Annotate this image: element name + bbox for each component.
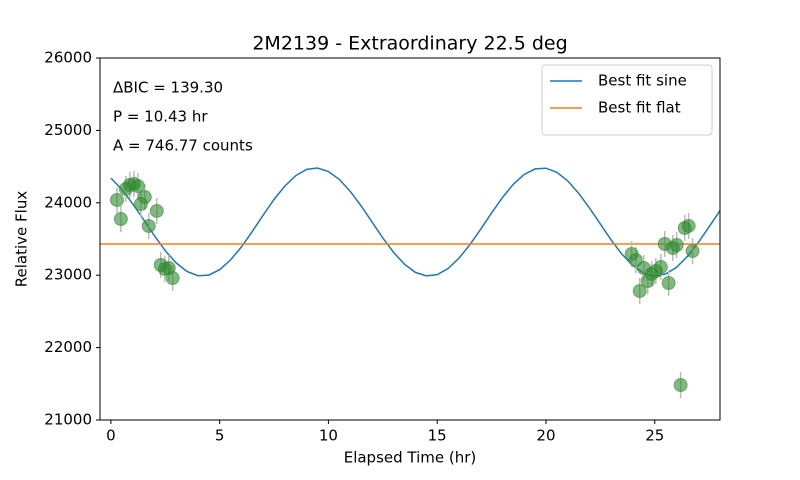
y-tick-label: 24000 [44, 193, 92, 211]
y-tick-label: 23000 [44, 266, 92, 284]
y-tick-label: 21000 [44, 411, 92, 429]
y-tick-label: 25000 [44, 121, 92, 139]
legend-label: Best fit sine [598, 72, 687, 90]
data-point [149, 203, 164, 218]
data-point [109, 192, 124, 207]
x-axis-label: Elapsed Time (hr) [344, 449, 477, 467]
data-point [130, 179, 145, 194]
data-point [681, 218, 696, 233]
y-axis-label: Relative Flux [13, 191, 31, 288]
legend-label: Best fit flat [598, 99, 681, 117]
legend-box [541, 64, 713, 136]
data-point [653, 260, 668, 275]
x-tick-label: 20 [536, 427, 555, 445]
plot-frame [99, 57, 721, 421]
annotation: A = 746.77 counts [113, 137, 253, 155]
data-point [113, 212, 128, 227]
data-point [669, 238, 684, 253]
x-tick-label: 5 [215, 427, 225, 445]
data-point [632, 283, 647, 298]
series-line [110, 167, 720, 277]
y-tick-label: 26000 [44, 49, 92, 67]
data-point [165, 271, 180, 286]
x-tick-label: 25 [645, 427, 664, 445]
chart-title: 2M2139 - Extraordinary 22.5 deg [252, 33, 567, 55]
x-tick-label: 10 [319, 427, 338, 445]
data-point [661, 276, 676, 291]
data-point [685, 244, 700, 259]
annotation: P = 10.43 hr [113, 108, 208, 126]
annotation: ΔBIC = 139.30 [113, 79, 223, 97]
data-point [137, 190, 152, 205]
x-tick-label: 0 [106, 427, 116, 445]
data-point [141, 218, 156, 233]
data-point [673, 378, 688, 393]
x-tick-label: 15 [428, 427, 447, 445]
y-tick-label: 22000 [44, 338, 92, 356]
